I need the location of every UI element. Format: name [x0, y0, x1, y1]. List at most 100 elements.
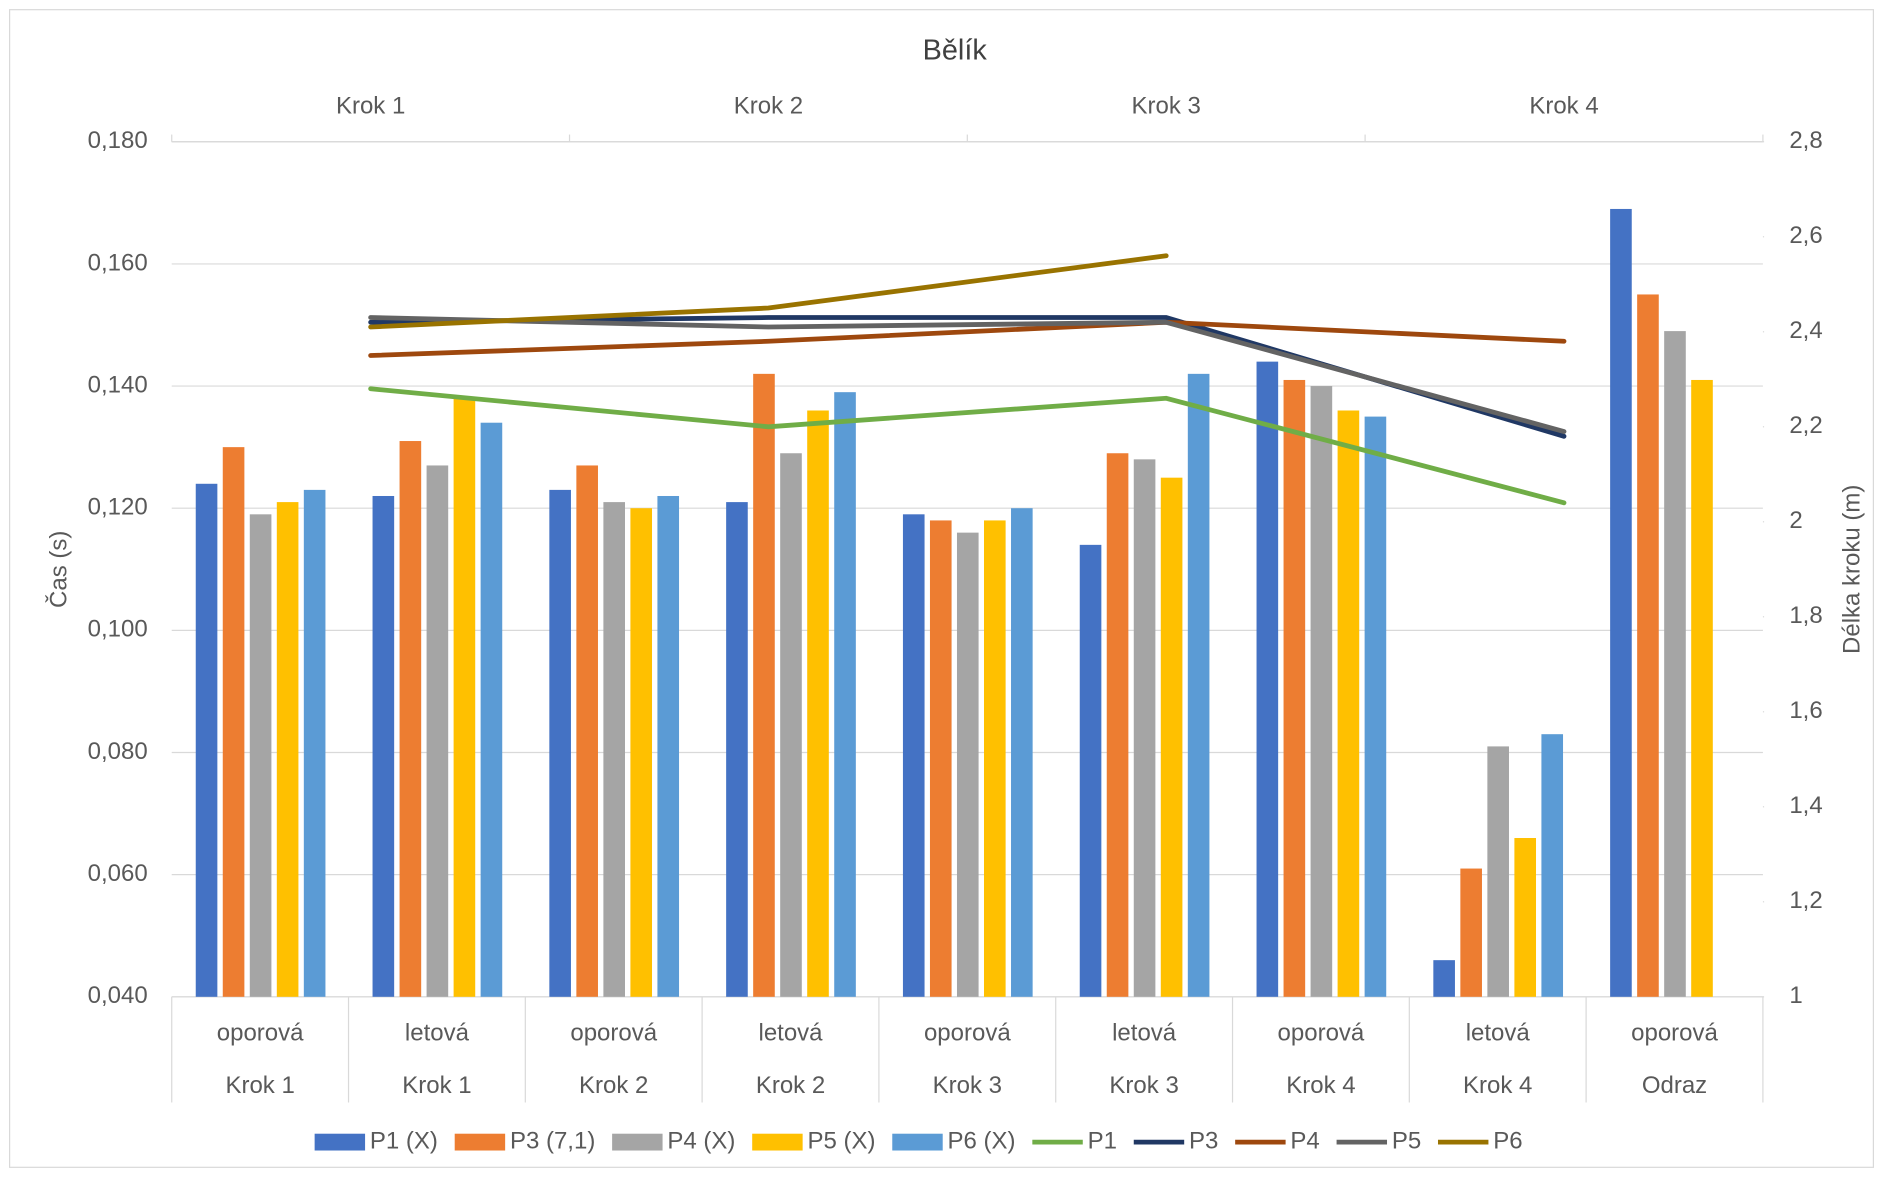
x-tick-label: oporová	[1631, 1019, 1718, 1046]
chart-title: Bělík	[923, 34, 988, 66]
x-group-label: Krok 3	[1109, 1072, 1178, 1099]
bar	[780, 453, 802, 997]
y-tick-label: 0,100	[88, 616, 148, 643]
x2-tick-label: Krok 2	[734, 92, 803, 119]
bar	[834, 392, 856, 997]
bar	[249, 514, 272, 997]
bar	[222, 447, 245, 997]
y-tick-label: 0,080	[88, 738, 148, 765]
bar	[726, 502, 748, 997]
y-tick-label: 0,060	[88, 860, 148, 887]
legend-label: P6 (X)	[948, 1127, 1016, 1154]
bar	[1079, 544, 1102, 997]
bar	[1541, 734, 1564, 997]
bar	[1187, 373, 1210, 997]
bar	[1664, 331, 1686, 997]
bar	[657, 495, 680, 997]
x-group-label: Odraz	[1642, 1072, 1707, 1099]
bar	[1283, 379, 1306, 997]
line	[368, 315, 1567, 434]
legend-label: P3 (7,1)	[510, 1127, 595, 1154]
bar	[1337, 410, 1360, 997]
legend-label: P4	[1290, 1127, 1319, 1154]
y2-tick-label: 1,4	[1789, 792, 1822, 819]
bar	[1160, 477, 1183, 997]
x-group-label: Krok 4	[1463, 1072, 1532, 1099]
x-group-label: Krok 4	[1286, 1072, 1355, 1099]
bar	[1514, 838, 1537, 997]
bar	[399, 441, 422, 997]
x-tick-label: oporová	[1278, 1019, 1365, 1046]
y-axis-title: Čas (s)	[44, 531, 72, 608]
bar	[1310, 386, 1333, 997]
x-group-label: Krok 1	[225, 1072, 294, 1099]
legend-label: P1 (X)	[370, 1127, 438, 1154]
bar	[480, 422, 503, 997]
y-tick-label: 0,160	[88, 249, 148, 276]
legend-swatch	[612, 1133, 663, 1151]
y-tick-label: 0,040	[88, 982, 148, 1009]
y2-tick-label: 1	[1789, 982, 1802, 1009]
legend-label: P5 (X)	[807, 1127, 875, 1154]
x2-tick-label: Krok 4	[1529, 92, 1598, 119]
bar	[1637, 294, 1659, 997]
x-tick-label: letová	[758, 1019, 823, 1046]
y2-tick-label: 1,2	[1789, 887, 1822, 914]
bar	[276, 502, 299, 997]
y2-tick-label: 1,6	[1789, 697, 1822, 724]
y2-tick-label: 2,8	[1789, 127, 1822, 154]
bar	[630, 508, 653, 997]
y2-tick-label: 2	[1789, 507, 1802, 534]
legend-label: P5	[1392, 1127, 1421, 1154]
x-tick-label: letová	[1466, 1019, 1531, 1046]
y2-tick-label: 2,2	[1789, 412, 1822, 439]
y-tick-label: 0,140	[88, 371, 148, 398]
legend-label: P6	[1493, 1127, 1522, 1154]
bar	[753, 373, 775, 997]
bar	[1460, 868, 1482, 997]
x-group-label: Krok 3	[933, 1072, 1002, 1099]
legend-swatch	[314, 1133, 366, 1151]
bar	[195, 483, 218, 997]
x-tick-label: oporová	[570, 1019, 657, 1046]
x-tick-label: oporová	[924, 1019, 1011, 1046]
bar	[956, 532, 979, 997]
bar	[453, 398, 476, 997]
bar	[1011, 508, 1033, 997]
bar	[902, 514, 925, 997]
bar	[1106, 453, 1129, 997]
line	[368, 386, 1567, 506]
legend-swatch	[752, 1133, 803, 1151]
y2-tick-label: 1,8	[1789, 602, 1822, 629]
legend-label: P3	[1189, 1127, 1218, 1154]
x-group-label: Krok 1	[402, 1072, 471, 1099]
bar	[576, 465, 598, 997]
legend-swatch	[892, 1133, 943, 1151]
bar	[303, 489, 326, 997]
legend-label: P1	[1088, 1127, 1117, 1154]
bar	[807, 410, 829, 997]
line	[368, 319, 1567, 358]
bar	[983, 520, 1006, 997]
bar	[1691, 379, 1713, 997]
x2-tick-label: Krok 3	[1132, 92, 1201, 119]
bar	[1133, 459, 1156, 997]
bar	[372, 495, 395, 997]
bar	[1256, 361, 1279, 997]
bar	[1433, 960, 1455, 997]
y-tick-label: 0,120	[88, 494, 148, 521]
y-tick-label: 0,180	[88, 127, 148, 154]
x-tick-label: oporová	[217, 1019, 304, 1046]
x-group-label: Krok 2	[579, 1072, 648, 1099]
bar	[549, 489, 571, 997]
bar	[929, 520, 952, 997]
bar	[1487, 746, 1509, 997]
x-tick-label: letová	[1112, 1019, 1177, 1046]
x2-tick-label: Krok 1	[336, 92, 405, 119]
y2-tick-label: 2,6	[1789, 222, 1822, 249]
bar	[603, 502, 625, 997]
legend-label: P4 (X)	[667, 1127, 735, 1154]
x-group-label: Krok 2	[756, 1072, 825, 1099]
line	[368, 253, 1169, 330]
